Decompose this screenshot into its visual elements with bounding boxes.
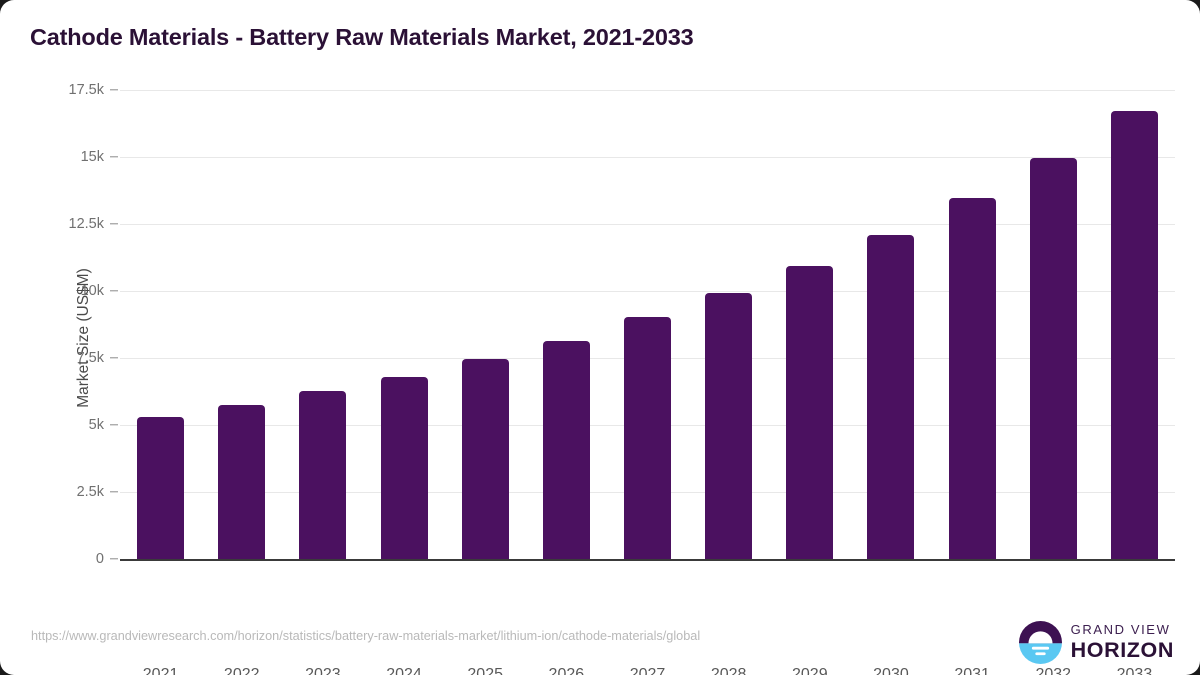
x-axis-tick-label: 2023 [305, 666, 341, 675]
x-axis-tick-label: 2028 [710, 666, 747, 675]
horizon-sun-icon [1018, 620, 1062, 664]
x-axis-tick-label: 2031 [954, 666, 990, 675]
x-axis-tick-label: 2021 [142, 666, 179, 675]
x-axis-tick-label: 2025 [467, 666, 503, 675]
y-axis-tick-mark [110, 223, 118, 225]
y-axis-tick-mark [110, 156, 118, 158]
x-axis-tick-label: 2027 [629, 666, 666, 675]
bar-2027[interactable] [624, 317, 671, 559]
plot-area: 2021 2022 2023 2024 2025 2026 2027 2028 2029 2030… [120, 90, 1175, 675]
bar-2024[interactable] [380, 377, 428, 559]
x-axis-tick-label: 2029 [792, 666, 828, 675]
page-title: Cathode Materials - Battery Raw Material… [30, 24, 694, 50]
bar-2028[interactable] [705, 292, 753, 559]
logo-line-grand-view: GRAND VIEW [1070, 621, 1171, 637]
gridline [120, 157, 1175, 158]
bar-2025[interactable] [461, 359, 509, 559]
bar-2023[interactable] [299, 390, 347, 559]
y-axis-tick-mark [110, 89, 118, 91]
y-axis-tick-mark [110, 290, 118, 292]
bar-2026[interactable] [542, 341, 590, 559]
bar-2030[interactable] [867, 235, 915, 559]
y-axis-tick-mark [110, 558, 118, 560]
y-axis-tick-label: 17.5k [68, 82, 104, 98]
bar-2032[interactable] [1029, 158, 1077, 559]
y-axis-tick-mark [110, 424, 118, 426]
x-axis-line [120, 559, 1175, 561]
y-axis-tick-label: 7.5k [76, 350, 104, 366]
bar-2022[interactable] [218, 404, 266, 559]
gridline [120, 224, 1175, 225]
bar-2029[interactable] [786, 266, 834, 559]
y-axis-tick-label: 15k [80, 149, 104, 165]
bar-2021[interactable] [137, 416, 185, 559]
y-axis-tick-label: 5k [88, 417, 104, 433]
source-url-label: https://www.grandviewresearch.com/horizo… [31, 629, 701, 643]
gridline [120, 291, 1175, 292]
y-axis-tick-mark [110, 491, 118, 493]
x-axis-tick-label: 2026 [548, 666, 585, 675]
x-axis-tick-label: 2033 [1116, 666, 1153, 675]
logo-line-horizon: HORIZON [1070, 637, 1174, 662]
gridline [120, 90, 1175, 91]
y-axis-tick-mark [110, 357, 118, 359]
y-axis-tick-label: 10k [80, 283, 104, 299]
bar-2031[interactable] [948, 198, 996, 559]
x-axis-tick-label: 2030 [873, 666, 909, 675]
x-axis-tick-label: 2024 [386, 666, 422, 675]
y-axis-tick-label: 12.5k [68, 216, 104, 232]
logo-text: GRAND VIEW HORIZON [1071, 623, 1174, 662]
x-axis-tick-label: 2022 [223, 666, 260, 675]
x-axis-tick-label: 2032 [1035, 666, 1072, 675]
bar-2033[interactable] [1110, 110, 1158, 559]
y-axis-tick-label: 0 [95, 551, 104, 567]
y-axis-tick-label: 2.5k [76, 484, 104, 500]
grand-view-horizon-logo: GRAND VIEW HORIZON [1018, 619, 1174, 665]
